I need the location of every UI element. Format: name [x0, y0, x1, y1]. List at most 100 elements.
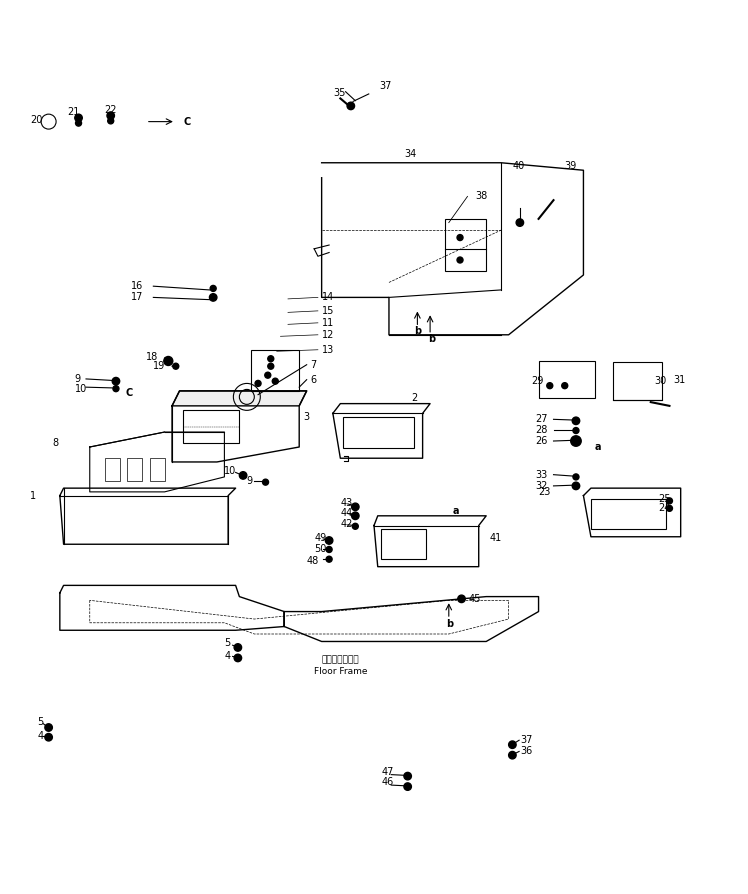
Text: 22: 22 — [105, 105, 117, 115]
Text: 18: 18 — [146, 352, 158, 362]
Circle shape — [347, 102, 355, 110]
Text: フロアフレーム: フロアフレーム — [322, 655, 359, 664]
Text: 20: 20 — [30, 115, 43, 125]
Text: 1: 1 — [30, 491, 36, 501]
Circle shape — [107, 112, 114, 120]
Text: 36: 36 — [520, 746, 532, 756]
Circle shape — [325, 536, 333, 544]
Circle shape — [457, 234, 463, 240]
Text: 42: 42 — [340, 519, 353, 529]
Circle shape — [562, 383, 568, 389]
Circle shape — [210, 285, 216, 291]
Text: 25: 25 — [658, 494, 671, 504]
Circle shape — [547, 383, 553, 389]
Text: 2: 2 — [411, 393, 417, 403]
Circle shape — [326, 556, 332, 562]
Text: 11: 11 — [322, 318, 334, 328]
Circle shape — [666, 498, 672, 504]
Circle shape — [352, 503, 359, 510]
Text: 10: 10 — [224, 466, 236, 476]
Text: 10: 10 — [75, 384, 87, 393]
Text: 35: 35 — [333, 89, 346, 98]
Circle shape — [572, 482, 580, 490]
Circle shape — [573, 474, 579, 480]
Circle shape — [404, 772, 411, 780]
Text: b: b — [447, 620, 454, 629]
Circle shape — [265, 372, 271, 378]
Circle shape — [571, 435, 581, 446]
Text: b: b — [414, 326, 422, 336]
Text: Floor Frame: Floor Frame — [313, 667, 367, 676]
Text: 39: 39 — [565, 162, 577, 172]
Text: 21: 21 — [67, 107, 80, 117]
Text: 26: 26 — [535, 436, 548, 446]
Text: 32: 32 — [535, 481, 548, 491]
Circle shape — [268, 356, 274, 362]
Circle shape — [572, 417, 580, 425]
Bar — [183, 409, 239, 443]
Circle shape — [268, 363, 274, 369]
Text: 43: 43 — [340, 498, 352, 508]
Text: 12: 12 — [322, 330, 334, 340]
Circle shape — [509, 741, 516, 748]
Text: 48: 48 — [307, 556, 319, 566]
Circle shape — [457, 257, 463, 263]
Circle shape — [164, 357, 173, 366]
Circle shape — [108, 118, 114, 124]
Text: 31: 31 — [673, 375, 685, 384]
Bar — [127, 459, 142, 481]
Text: a: a — [453, 506, 459, 516]
Bar — [150, 459, 165, 481]
Text: 46: 46 — [381, 777, 393, 787]
Text: 44: 44 — [340, 508, 352, 518]
Bar — [613, 362, 662, 400]
Text: 6: 6 — [310, 375, 316, 384]
Text: 49: 49 — [314, 533, 326, 544]
Circle shape — [352, 512, 359, 519]
Text: C: C — [183, 116, 191, 127]
Circle shape — [173, 363, 179, 369]
Circle shape — [458, 595, 465, 603]
Bar — [343, 417, 414, 449]
Text: 27: 27 — [535, 414, 548, 425]
Text: 34: 34 — [404, 148, 416, 159]
Circle shape — [45, 733, 52, 741]
Text: 13: 13 — [322, 345, 334, 355]
Text: 47: 47 — [381, 767, 394, 777]
Text: 41: 41 — [490, 533, 502, 544]
Circle shape — [112, 377, 120, 385]
Text: 9: 9 — [247, 476, 253, 485]
Circle shape — [209, 293, 217, 301]
Circle shape — [113, 385, 119, 392]
Text: 7: 7 — [310, 359, 316, 370]
Text: 50: 50 — [314, 544, 327, 553]
Text: 30: 30 — [654, 376, 666, 386]
Text: 17: 17 — [131, 292, 144, 302]
Circle shape — [234, 654, 242, 662]
Circle shape — [509, 752, 516, 759]
Text: 24: 24 — [658, 503, 671, 513]
Text: 8: 8 — [52, 438, 58, 448]
Circle shape — [516, 219, 524, 226]
Bar — [539, 361, 595, 399]
Text: 5: 5 — [224, 638, 230, 648]
Bar — [591, 500, 666, 529]
Circle shape — [255, 381, 261, 386]
Text: 5: 5 — [37, 717, 43, 727]
Text: 19: 19 — [153, 361, 165, 371]
Bar — [381, 529, 426, 560]
Circle shape — [352, 523, 358, 529]
Circle shape — [76, 120, 82, 126]
Circle shape — [666, 505, 672, 511]
Text: 37: 37 — [379, 81, 392, 91]
Text: 45: 45 — [469, 594, 482, 603]
Bar — [445, 219, 486, 271]
Circle shape — [234, 644, 242, 651]
Text: 40: 40 — [512, 162, 524, 172]
Text: 9: 9 — [75, 374, 81, 384]
Text: 28: 28 — [535, 425, 548, 434]
Text: C: C — [126, 388, 133, 398]
Text: 4: 4 — [37, 731, 43, 741]
Circle shape — [263, 479, 269, 485]
Text: 37: 37 — [520, 735, 533, 746]
